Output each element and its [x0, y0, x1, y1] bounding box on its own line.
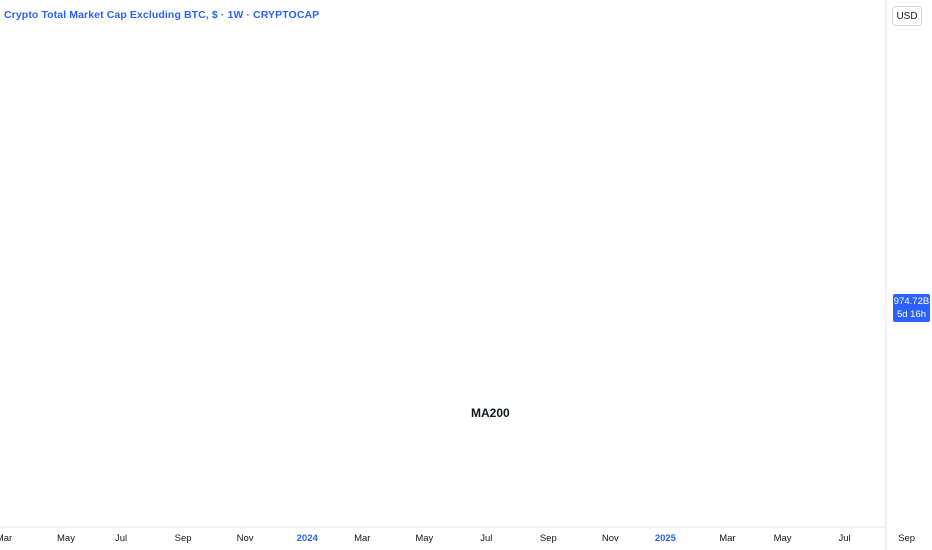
ma200-label: MA200 [471, 406, 510, 420]
last-price-badge: 974.72B 5d 16h [893, 294, 930, 322]
x-tick-label: May [774, 533, 792, 544]
x-tick-label: Sep [898, 533, 915, 544]
x-tick-label: 2024 [297, 533, 319, 544]
chart-title: Crypto Total Market Cap Excluding BTC, $… [4, 9, 320, 21]
x-tick-label: Nov [602, 533, 619, 544]
bar-countdown: 5d 16h [896, 309, 927, 320]
x-tick-label: Jul [115, 533, 127, 544]
x-tick-label: Jul [480, 533, 492, 544]
x-tick-label: Sep [540, 533, 557, 544]
x-tick-label: Sep [175, 533, 192, 544]
x-tick-label: Nov [237, 533, 254, 544]
x-tick-label: Mar [719, 533, 735, 544]
currency-button[interactable]: USD [892, 6, 922, 26]
x-axis-ticks: Mar May Jul Sep Nov 2024 Mar May Jul Sep Nov 2025 Ma… [0, 533, 915, 544]
axis-lines [0, 0, 887, 550]
x-tick-label: Jul [839, 533, 851, 544]
x-tick-label: 2025 [655, 533, 677, 544]
x-tick-label: May [415, 533, 433, 544]
x-tick-label: May [57, 533, 75, 544]
x-tick-label: Mar [354, 533, 370, 544]
x-tick-label: Mar [0, 533, 12, 544]
last-price-value: 974.72B [893, 296, 930, 307]
